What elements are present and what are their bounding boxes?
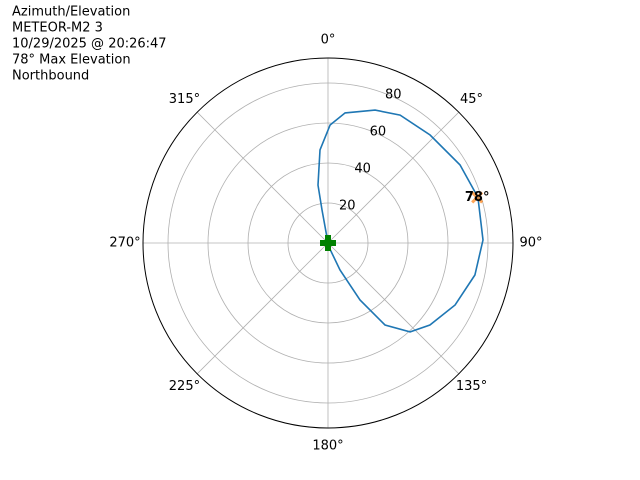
theta-tick-label: 90° <box>519 236 542 251</box>
pass-track <box>317 109 484 333</box>
polar-frame <box>142 57 514 429</box>
grid-spoke <box>196 242 329 375</box>
start-marker <box>320 235 336 251</box>
theta-tick-label: 135° <box>456 379 487 394</box>
title-line: 78° Max Elevation <box>12 53 131 68</box>
theta-tick-label: 0° <box>321 33 336 48</box>
theta-tick-label: 225° <box>169 379 200 394</box>
title-line: METEOR-M2 3 <box>12 21 103 36</box>
r-tick-label: 60 <box>370 125 387 140</box>
theta-tick-label: 315° <box>169 92 200 107</box>
theta-tick-label: 270° <box>109 236 140 251</box>
title-line: 10/29/2025 @ 20:26:47 <box>12 37 167 52</box>
title-line: Azimuth/Elevation <box>12 5 130 20</box>
theta-tick-label: 45° <box>460 92 483 107</box>
grid-spoke <box>327 242 460 375</box>
max-label: 78° <box>465 190 490 205</box>
grid-spoke <box>327 111 460 244</box>
r-tick-label: 20 <box>339 199 356 214</box>
grid-spoke <box>196 111 329 244</box>
max-marker <box>471 191 484 204</box>
r-tick-label: 40 <box>354 162 371 177</box>
theta-tick-label: 180° <box>312 439 343 454</box>
r-tick-label: 80 <box>385 88 402 103</box>
title-line: Northbound <box>12 69 89 84</box>
